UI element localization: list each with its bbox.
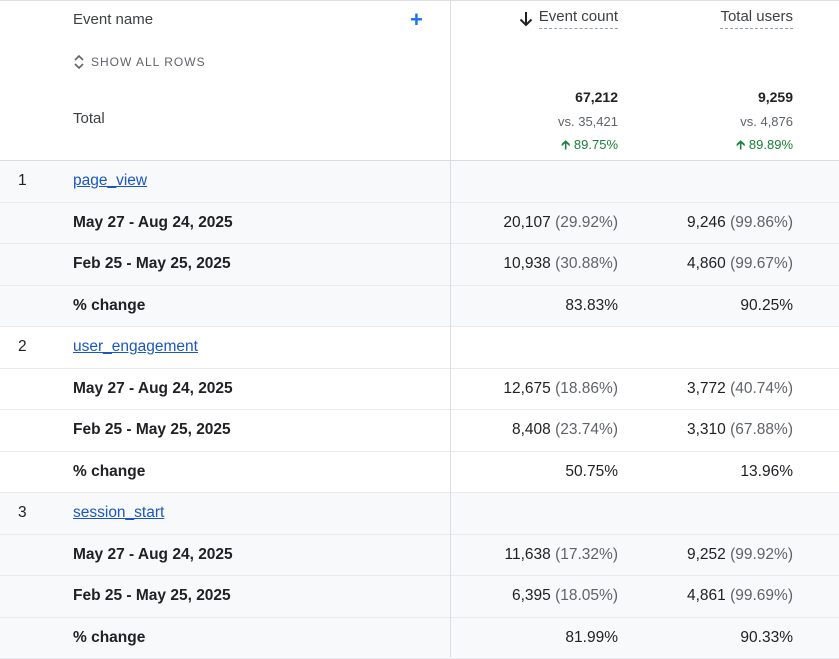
total-users-change-value: 89.89% <box>749 137 793 152</box>
event-count-cell: 81.99% <box>565 629 618 647</box>
row-index: 2 <box>18 338 27 356</box>
event-count-change: 🡱 89.75% <box>561 136 618 158</box>
event-count-cell: 6,395 (18.05%) <box>512 587 618 605</box>
event-count-change-value: 89.75% <box>574 137 618 152</box>
total-users-cell: 3,310 (67.88%) <box>687 421 793 439</box>
event-count-cell: 83.83% <box>565 297 618 315</box>
table-row-event: 2 user_engagement <box>0 327 839 369</box>
event-name-link[interactable]: page_view <box>73 172 147 190</box>
total-users-value: 9,252 <box>687 546 726 563</box>
total-users-percent: (99.67%) <box>730 255 793 272</box>
event-count-cell: 50.75% <box>565 463 618 481</box>
row-label: % change <box>73 463 145 481</box>
up-arrow-icon: 🡱 <box>736 137 749 152</box>
total-users-percent: (99.86%) <box>730 214 793 231</box>
total-users-comparison: vs. 4,876 <box>740 114 793 129</box>
show-all-rows-button[interactable]: SHOW ALL ROWS <box>73 54 206 70</box>
event-count-cell: 12,675 (18.86%) <box>503 380 618 398</box>
total-users-cell: 3,772 (40.74%) <box>687 380 793 398</box>
table-row: % change 50.75% 13.96% <box>0 452 839 494</box>
row-label: Feb 25 - May 25, 2025 <box>73 587 231 605</box>
total-users-value: 4,861 <box>687 587 726 604</box>
total-users-value: 3,772 <box>687 380 726 397</box>
table-row: May 27 - Aug 24, 2025 11,638 (17.32%) 9,… <box>0 535 839 577</box>
row-label: % change <box>73 297 145 315</box>
show-all-rows-label: SHOW ALL ROWS <box>91 55 206 69</box>
total-users-value: 13.96% <box>740 463 793 480</box>
event-name-link[interactable]: user_engagement <box>73 338 198 356</box>
event-count-value: 50.75% <box>565 463 618 480</box>
total-users-cell: 9,246 (99.86%) <box>687 214 793 232</box>
row-label: Feb 25 - May 25, 2025 <box>73 255 231 273</box>
column-header-total-users[interactable]: Total users <box>720 8 793 29</box>
table-row-event: 1 page_view <box>0 161 839 203</box>
total-users-value: 90.25% <box>740 297 793 314</box>
total-users-value: 90.33% <box>740 629 793 646</box>
row-index: 1 <box>18 172 27 190</box>
event-count-percent: (23.74%) <box>555 421 618 438</box>
table-row: May 27 - Aug 24, 2025 20,107 (29.92%) 9,… <box>0 203 839 245</box>
event-count-value: 10,938 <box>503 255 550 272</box>
total-users-cell: 90.33% <box>740 629 793 647</box>
event-count-comparison: vs. 35,421 <box>558 114 618 129</box>
row-label: May 27 - Aug 24, 2025 <box>73 380 233 398</box>
event-count-percent: (29.92%) <box>555 214 618 231</box>
row-index: 3 <box>18 504 27 522</box>
event-count-cell: 20,107 (29.92%) <box>503 214 618 232</box>
total-users-value: 4,860 <box>687 255 726 272</box>
table-row: May 27 - Aug 24, 2025 12,675 (18.86%) 3,… <box>0 369 839 411</box>
total-event-count: 67,212 <box>575 89 618 105</box>
table-row: Feb 25 - May 25, 2025 8,408 (23.74%) 3,3… <box>0 410 839 452</box>
table-body: 1 page_view May 27 - Aug 24, 2025 20,107… <box>0 161 839 659</box>
column-header-event-count[interactable]: Event count <box>519 8 618 29</box>
row-label: May 27 - Aug 24, 2025 <box>73 546 233 564</box>
up-arrow-icon: 🡱 <box>561 137 574 152</box>
sort-down-arrow-icon <box>519 11 533 27</box>
total-users-percent: (99.92%) <box>730 546 793 563</box>
event-count-percent: (18.86%) <box>555 380 618 397</box>
total-users-change: 🡱 89.89% <box>736 136 793 158</box>
event-count-value: 12,675 <box>503 380 550 397</box>
event-count-cell: 8,408 (23.74%) <box>512 421 618 439</box>
event-count-label[interactable]: Event count <box>539 8 618 29</box>
column-divider <box>450 0 451 657</box>
event-count-percent: (18.05%) <box>555 587 618 604</box>
total-users-cell: 9,252 (99.92%) <box>687 546 793 564</box>
total-users-percent: (99.69%) <box>730 587 793 604</box>
event-count-value: 11,638 <box>505 546 551 563</box>
event-name-link[interactable]: session_start <box>73 504 164 522</box>
table-row: Feb 25 - May 25, 2025 10,938 (30.88%) 4,… <box>0 244 839 286</box>
row-label: % change <box>73 629 145 647</box>
row-label: May 27 - Aug 24, 2025 <box>73 214 233 232</box>
event-name-header: Event name <box>73 11 153 28</box>
table-row-event: 3 session_start <box>0 493 839 535</box>
table-header: Event name + SHOW ALL ROWS Total Event c… <box>0 0 839 161</box>
total-users-value: 9,246 <box>687 214 726 231</box>
total-users-cell: 90.25% <box>740 297 793 315</box>
total-users-cell: 4,861 (99.69%) <box>687 587 793 605</box>
total-users-cell: 4,860 (99.67%) <box>687 255 793 273</box>
total-users-count: 9,259 <box>758 89 793 105</box>
table-row: Feb 25 - May 25, 2025 6,395 (18.05%) 4,8… <box>0 576 839 618</box>
table-row: % change 83.83% 90.25% <box>0 286 839 328</box>
table-row: % change 81.99% 90.33% <box>0 618 839 659</box>
event-count-value: 81.99% <box>565 629 618 646</box>
total-users-percent: (40.74%) <box>730 380 793 397</box>
event-count-value: 8,408 <box>512 421 551 438</box>
event-count-cell: 10,938 (30.88%) <box>503 255 618 273</box>
expand-collapse-icon <box>73 54 85 70</box>
total-label: Total <box>73 110 105 127</box>
event-count-percent: (17.32%) <box>555 546 618 563</box>
event-count-percent: (30.88%) <box>555 255 618 272</box>
total-users-cell: 13.96% <box>740 463 793 481</box>
row-label: Feb 25 - May 25, 2025 <box>73 421 231 439</box>
add-dimension-plus-icon[interactable]: + <box>410 7 423 33</box>
event-count-value: 83.83% <box>565 297 618 314</box>
event-count-value: 20,107 <box>503 214 550 231</box>
event-count-value: 6,395 <box>512 587 551 604</box>
total-users-percent: (67.88%) <box>730 421 793 438</box>
total-users-value: 3,310 <box>687 421 726 438</box>
total-users-label[interactable]: Total users <box>720 8 793 29</box>
event-count-cell: 11,638 (17.32%) <box>505 546 618 564</box>
